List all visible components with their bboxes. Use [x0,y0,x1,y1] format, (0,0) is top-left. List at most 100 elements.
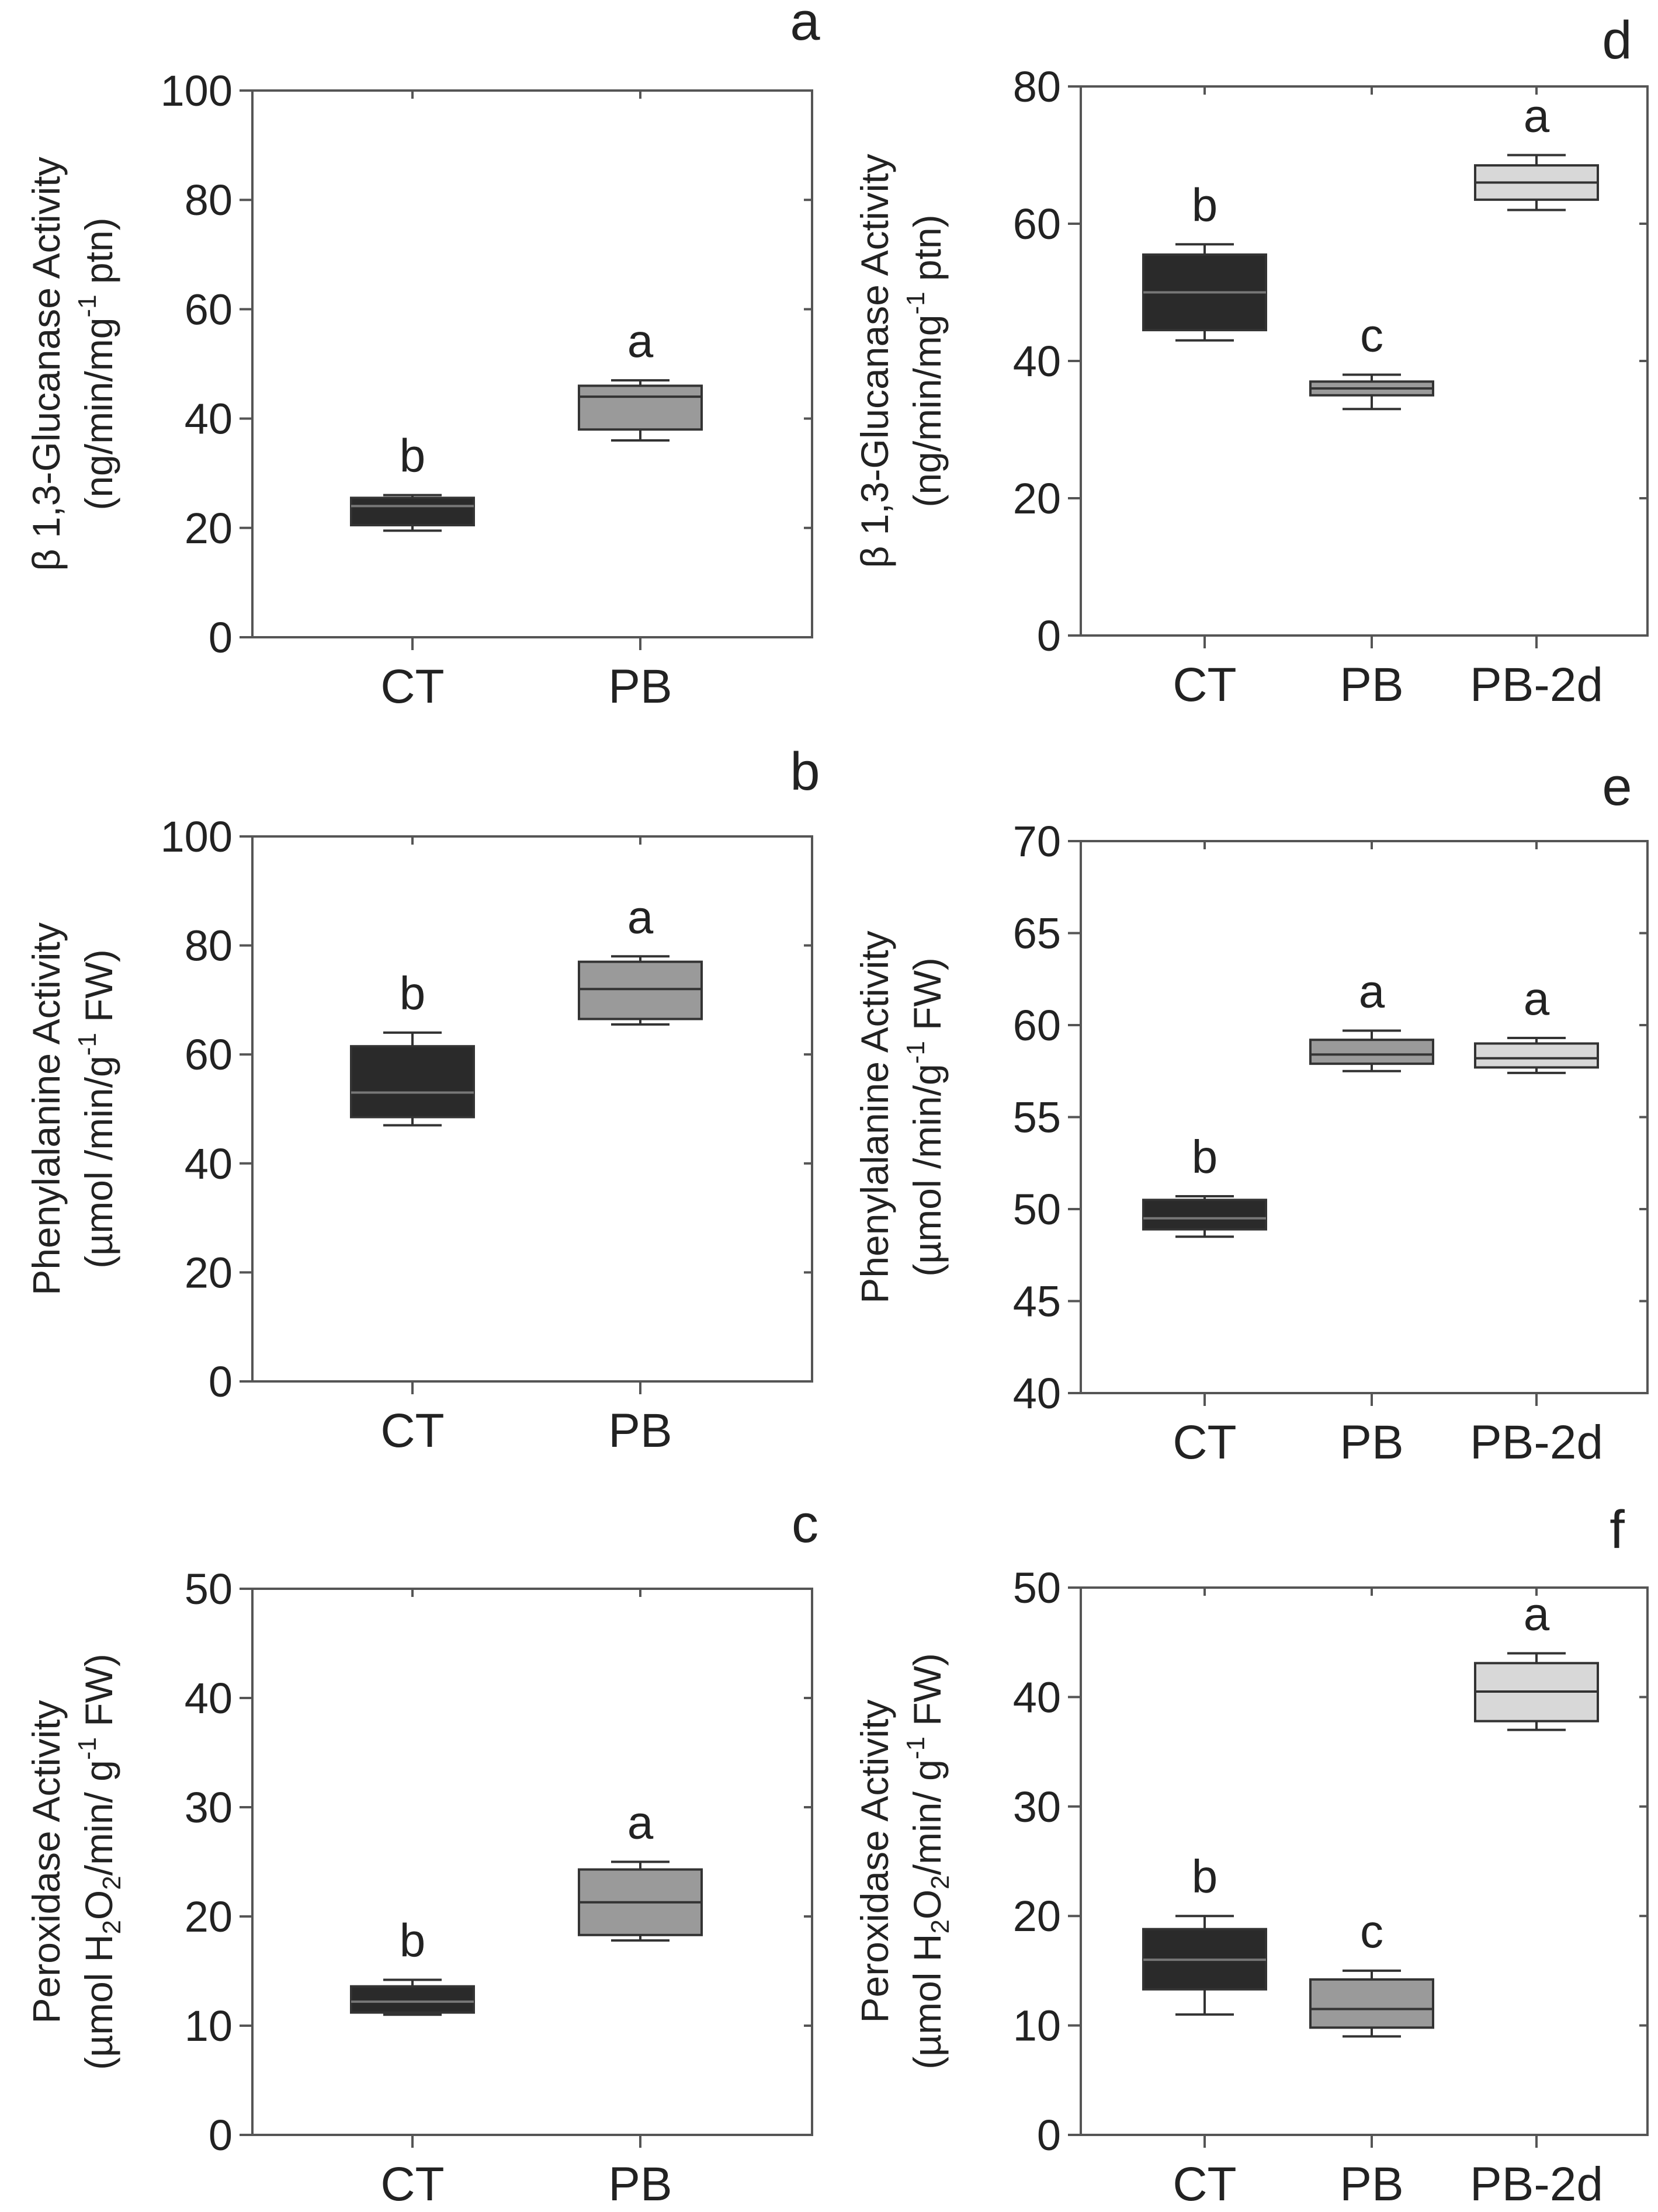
iqr-box [1474,1042,1599,1069]
y-tick-label: 30 [185,1783,233,1832]
label-text: (µmol H [906,1934,949,2069]
y-tick-label: 50 [185,1565,233,1613]
y-tick-label: 0 [1037,612,1061,660]
y-tick-label: 20 [1013,474,1061,523]
iqr-box [578,960,703,1020]
y-tick-label: 20 [185,1248,233,1297]
panel-b: 0 20 40 60 80 100 CT PB b a b Phenylalanine Activit… [25,742,820,1457]
box-CT: b [1142,179,1267,342]
superscript: -1 [73,294,102,317]
label-text: (µmol /min/g [77,1055,120,1268]
panel-a: 0 20 40 60 80 100 CT PB b a a β 1,3-Glucanase Activ… [25,0,820,713]
x-category-label: CT [1173,1416,1236,1469]
y-tick-label: 30 [1013,1783,1061,1831]
y-tick-label: 40 [1013,1369,1061,1418]
y-tick-label: 60 [1013,200,1061,248]
y-tick-label: 100 [161,67,233,115]
y-axis-label-line1: β 1,3-Glucanase Activity [853,154,896,568]
x-category-label: PB-2d [1470,658,1603,711]
label-text: ptn) [77,217,120,294]
y-tick-label: 60 [1013,1001,1061,1050]
y-axis-label-line2: (µmol /min/g-1 FW) [73,949,120,1268]
box-CT: b [350,430,475,532]
y-axis-label-line1: Peroxidase Activity [853,1700,896,2023]
x-category-label: PB [1340,2158,1403,2211]
y-axis-label-line2: (µmol H2O2/min/ g-1 FW) [73,1654,126,2070]
significance-letter: a [627,891,654,943]
box-CT: b [1142,1131,1267,1238]
y-tick-label: 50 [1013,1185,1061,1234]
y-tick-label: 40 [185,395,233,443]
y-axis-label-line2: (µmol H2O2/min/ g-1 FW) [901,1653,955,2069]
superscript: -1 [73,1737,102,1760]
panel-letter: d [1602,11,1632,70]
y-tick-label: 80 [185,922,233,970]
plot-frame [251,835,813,1383]
significance-letter: a [1359,965,1385,1017]
panel-c: 0 10 20 30 40 50 CT PB b a c Peroxidase Activity (µm… [25,1494,818,2211]
y-tick-label: 60 [185,285,233,334]
y-tick-label: 20 [185,504,233,553]
plot-frame [1080,1586,1649,2136]
y-tick-label: 80 [185,176,233,224]
y-tick-label: 65 [1013,909,1061,958]
box-CT: b [1142,1850,1267,2016]
label-text: /min/ g [906,1759,949,1875]
y-tick-label: 0 [209,1357,233,1406]
x-category-label: PB-2d [1470,1416,1603,1469]
box-PB-2d: a [1474,973,1599,1074]
label-text: (ng/min/mg [77,318,120,511]
panel-letter: e [1602,757,1632,817]
y-tick-label: 55 [1013,1093,1061,1142]
superscript: -1 [901,1041,930,1064]
panel-letter: a [790,0,820,51]
x-category-label: CT [380,2158,444,2211]
box-PB-2d: a [1474,1588,1599,1731]
label-text: O [77,1890,120,1920]
box-CT: b [350,967,475,1127]
significance-letter: c [1360,1905,1383,1957]
panel-e: 40 45 50 55 60 65 70 CT PB PB-2d b a a e Phenylalanine… [853,757,1649,1469]
y-tick-label: 100 [161,812,233,861]
significance-letter: b [1192,179,1218,231]
y-tick-label: 0 [209,2111,233,2159]
y-tick-label: 0 [1037,2111,1061,2159]
y-tick-label: 40 [185,1674,233,1723]
y-tick-label: 0 [209,613,233,662]
significance-letter: b [400,1914,426,1966]
y-tick-label: 40 [1013,1673,1061,1721]
significance-letter: b [400,967,426,1019]
y-axis-label-line1: Phenylalanine Activity [25,922,68,1295]
box-PB: c [1309,1905,1434,2038]
superscript: -1 [73,1033,102,1055]
panel-letter: f [1610,1500,1625,1560]
y-tick-label: 10 [1013,2002,1061,2050]
plot-frame [251,89,813,638]
plot-frame [251,1588,813,2136]
x-category-label: PB [608,2158,672,2211]
y-axis-label-line1: Peroxidase Activity [25,1700,68,2024]
y-axis-label-line1: Phenylalanine Activity [853,930,896,1303]
panel-d: 0 20 40 60 80 CT PB PB-2d b c ad β 1,3-Glucanase Ac… [853,11,1649,711]
significance-letter: b [1192,1131,1218,1183]
significance-letter: a [1524,90,1550,142]
box-PB: a [578,315,703,442]
x-category-label: CT [1173,2158,1236,2211]
label-text: FW) [906,957,949,1041]
panel-f: 0 10 20 30 40 50 CT PB PB-2d b c a f Peroxidase Activ… [853,1500,1649,2211]
label-text: (µmol /min/g [906,1064,949,1276]
label-text: (ng/min/mg [906,315,949,508]
y-tick-label: 20 [185,1892,233,1941]
subscript: 2 [98,1920,126,1934]
x-category-label: PB [608,660,672,713]
subscript: 2 [926,1919,955,1933]
box-PB: c [1309,310,1434,411]
iqr-box [350,1045,475,1119]
subscript: 2 [926,1875,955,1889]
label-text: /min/ g [77,1760,120,1876]
y-tick-label: 10 [185,2002,233,2050]
y-tick-label: 70 [1013,817,1061,866]
significance-letter: a [627,1797,654,1849]
iqr-box [350,496,475,527]
box-PB: a [578,1797,703,1942]
